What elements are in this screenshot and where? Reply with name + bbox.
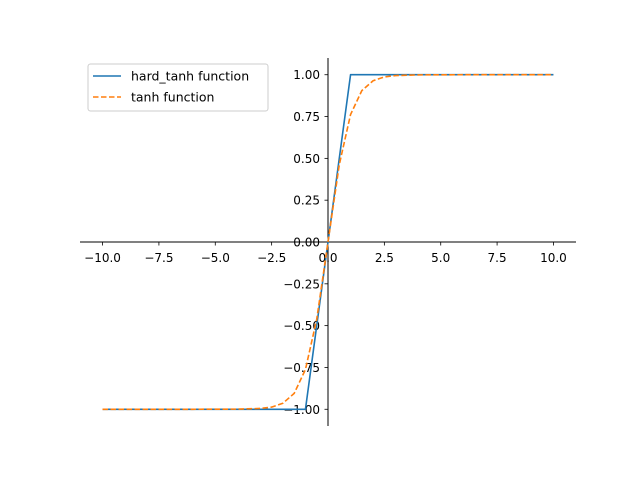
legend-box (87, 63, 269, 112)
x-tick-label: −2.5 (257, 251, 286, 265)
x-tick-label: 0.0 (318, 251, 337, 265)
y-tick-label: 0.50 (293, 152, 320, 166)
legend-label-1: tanh function (131, 90, 214, 105)
y-tick-label: 1.00 (293, 68, 320, 82)
y-tick-label: −0.75 (283, 361, 320, 375)
x-tick-label: 2.5 (375, 251, 394, 265)
y-tick-label: 0.00 (293, 236, 320, 250)
legend-label-0: hard_tanh function (131, 69, 249, 84)
y-tick-label: −0.25 (283, 277, 320, 291)
x-tick-label: 7.5 (488, 251, 507, 265)
x-tick-label: −5.0 (201, 251, 230, 265)
series-layer (102, 73, 554, 411)
x-tick-label: −10.0 (84, 251, 121, 265)
y-tick-label: 0.75 (293, 110, 320, 124)
y-tick-label: 0.25 (293, 194, 320, 208)
x-tick-label: 10.0 (540, 251, 567, 265)
x-tick-label: −7.5 (144, 251, 173, 265)
y-tick-label: −0.50 (283, 319, 320, 333)
legend: hard_tanh function tanh function (87, 63, 269, 112)
series-line-1 (102, 73, 554, 411)
x-tick-label: 5.0 (431, 251, 450, 265)
